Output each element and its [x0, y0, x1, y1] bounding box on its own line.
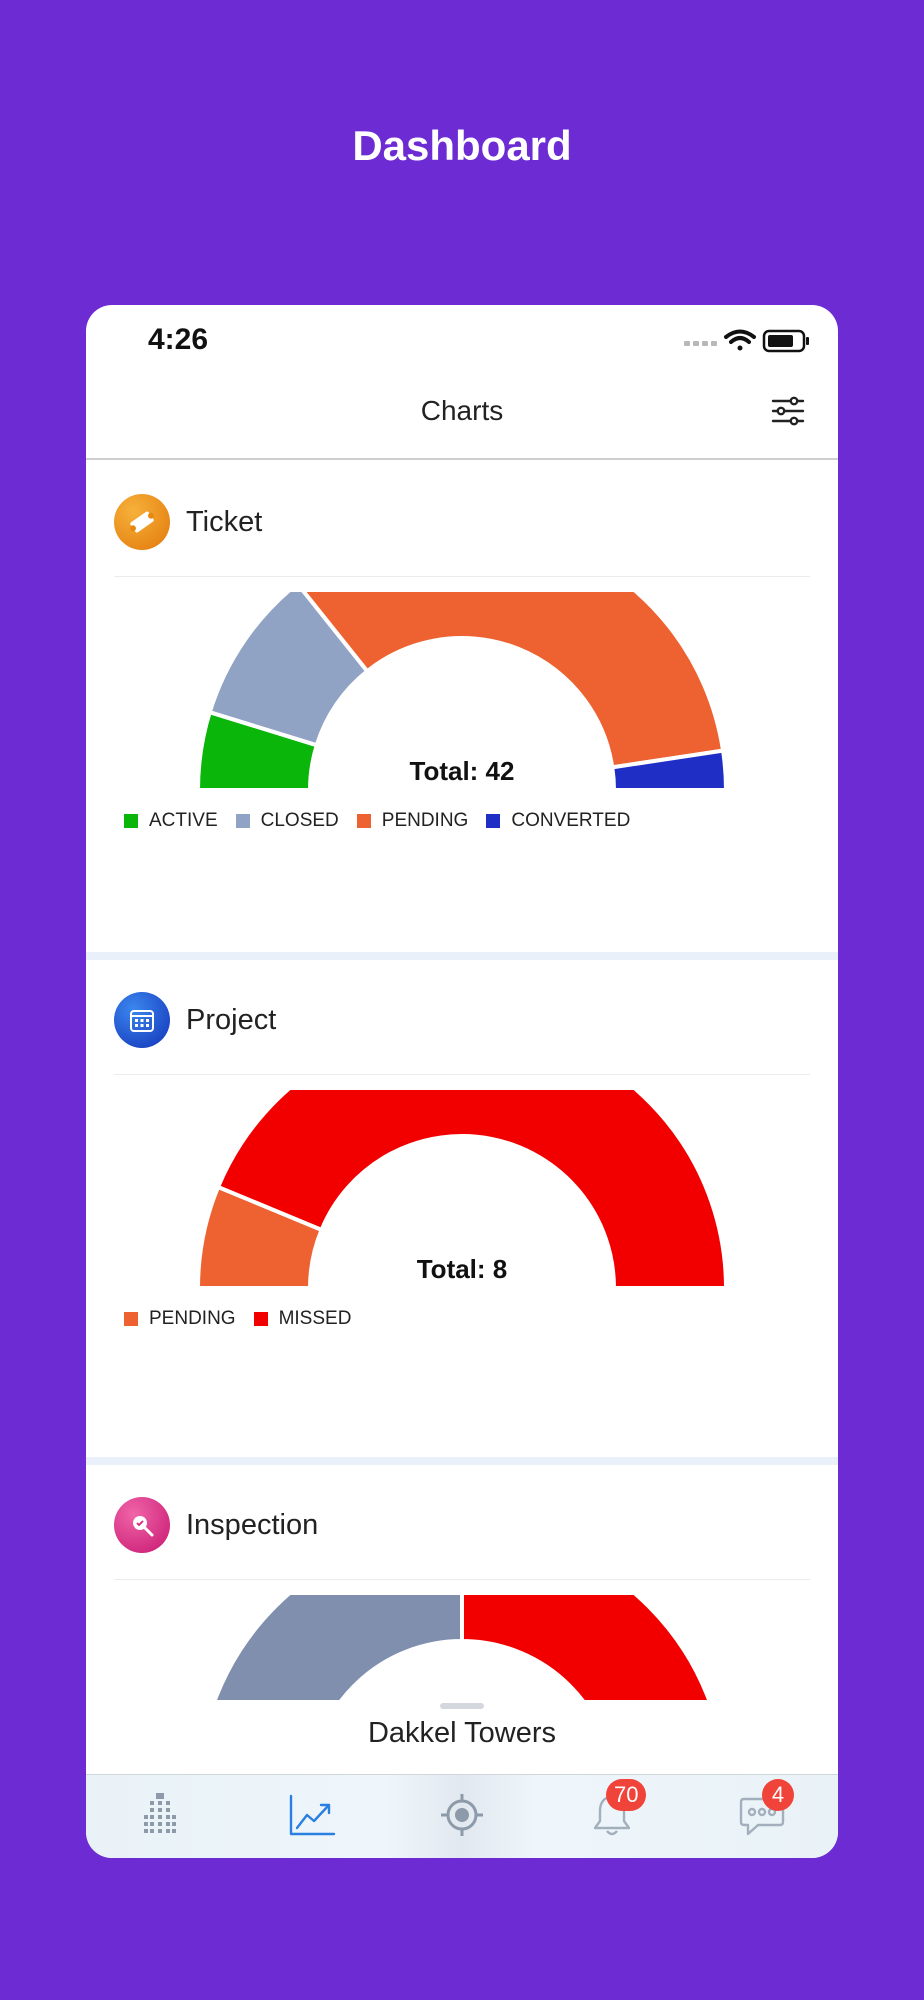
gauge-segment-converted[interactable]: [610, 748, 729, 792]
gauge-segment-1[interactable]: [460, 1595, 726, 1700]
separator: [86, 1457, 838, 1465]
ticket-card: Ticket Total: 42 ACTIVE CLOSED PENDING CONV…: [86, 462, 838, 957]
separator: [86, 952, 838, 960]
message-badge: 4: [762, 1779, 794, 1811]
legend-label: ACTIVE: [149, 810, 218, 831]
legend-label: PENDING: [381, 810, 469, 831]
project-gauge-chart: Total: 8: [195, 1090, 729, 1290]
inspection-card: Inspection: [86, 1465, 838, 1700]
card-header: Project: [114, 990, 276, 1050]
legend-swatch: [124, 1312, 138, 1326]
status-bar: 4:26: [86, 305, 838, 375]
legend-label: MISSED: [278, 1308, 352, 1329]
legend-label: PENDING: [149, 1308, 236, 1329]
inspection-gauge-chart: [198, 1595, 726, 1700]
card-title: Project: [186, 1003, 277, 1036]
total-label: Total: 42: [410, 756, 515, 786]
legend-item-pending[interactable]: PENDING: [356, 810, 469, 832]
legend-swatch: [356, 814, 371, 828]
wifi-icon: [724, 329, 756, 351]
legend-label: CONVERTED: [511, 810, 631, 831]
battery-icon: [762, 329, 809, 353]
legend-item-pending[interactable]: PENDING: [124, 1308, 236, 1330]
inspection-gauge: [86, 1595, 838, 1700]
divider: [114, 1579, 810, 1580]
ticket-icon: [114, 494, 170, 550]
divider: [114, 576, 810, 577]
inspection-icon: [114, 1497, 170, 1553]
tab-buildings[interactable]: [130, 1785, 190, 1845]
legend-swatch: [486, 814, 501, 828]
sliders-icon: [771, 396, 805, 426]
card-title: Ticket: [186, 505, 263, 538]
calendar-icon: [114, 992, 170, 1048]
ticket-gauge-chart: Total: 42: [195, 592, 729, 792]
gauge-segment-missed[interactable]: [215, 1090, 729, 1290]
project-legend: PENDING MISSED: [124, 1308, 369, 1330]
sheet-title[interactable]: Dakkel Towers: [367, 1717, 557, 1749]
project-card: Project Total: 8 PENDING MISSED: [86, 960, 838, 1457]
page-title: Dashboard: [352, 122, 572, 169]
building-icon: [144, 1793, 176, 1833]
gauge-segment-pending[interactable]: [297, 592, 726, 770]
gauge-segment-0[interactable]: [198, 1595, 464, 1700]
tab-location[interactable]: [432, 1785, 492, 1845]
signal-icon: [684, 341, 717, 346]
nav-title: Charts: [420, 395, 504, 426]
nav-bar: Charts: [86, 375, 838, 460]
status-time: 4:26: [148, 323, 209, 356]
tab-notifications[interactable]: 70: [582, 1779, 647, 1845]
total-label: Total: 8: [417, 1254, 508, 1284]
legend-swatch: [124, 814, 138, 828]
chart-line-icon: [289, 1794, 336, 1836]
phone-screen: 4:26 Charts: [86, 305, 838, 1858]
card-header: Ticket: [114, 492, 262, 552]
card-header: Inspection: [114, 1495, 318, 1555]
tab-charts[interactable]: [282, 1785, 342, 1845]
card-title: Inspection: [186, 1508, 319, 1541]
ticket-gauge: Total: 42: [86, 592, 838, 792]
legend-item-missed[interactable]: MISSED: [253, 1308, 352, 1330]
target-icon: [441, 1794, 483, 1836]
tab-messages[interactable]: 4: [732, 1779, 794, 1845]
project-gauge: Total: 8: [86, 1090, 838, 1290]
divider: [114, 1074, 810, 1075]
legend-label: CLOSED: [260, 810, 339, 831]
legend-swatch: [253, 1312, 268, 1326]
filter-button[interactable]: [770, 393, 806, 429]
ticket-legend: ACTIVE CLOSED PENDING CONVERTED: [124, 810, 648, 832]
notification-badge: 70: [606, 1779, 647, 1811]
legend-item-active[interactable]: ACTIVE: [124, 810, 218, 832]
legend-item-closed[interactable]: CLOSED: [235, 810, 339, 832]
gauge-segment-closed[interactable]: [207, 592, 371, 748]
legend-item-converted[interactable]: CONVERTED: [486, 810, 630, 832]
legend-swatch: [235, 814, 250, 828]
sheet-handle[interactable]: [440, 1703, 484, 1709]
status-icons: [684, 329, 809, 353]
tab-bar: 70 4: [86, 1774, 838, 1858]
